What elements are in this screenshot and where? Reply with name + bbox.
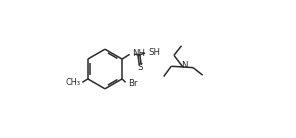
Text: NH: NH [132, 49, 145, 58]
Text: N: N [181, 61, 187, 70]
Text: SH: SH [148, 48, 160, 57]
Text: Br: Br [128, 79, 138, 87]
Text: S: S [137, 63, 143, 72]
Text: CH₃: CH₃ [66, 78, 81, 87]
